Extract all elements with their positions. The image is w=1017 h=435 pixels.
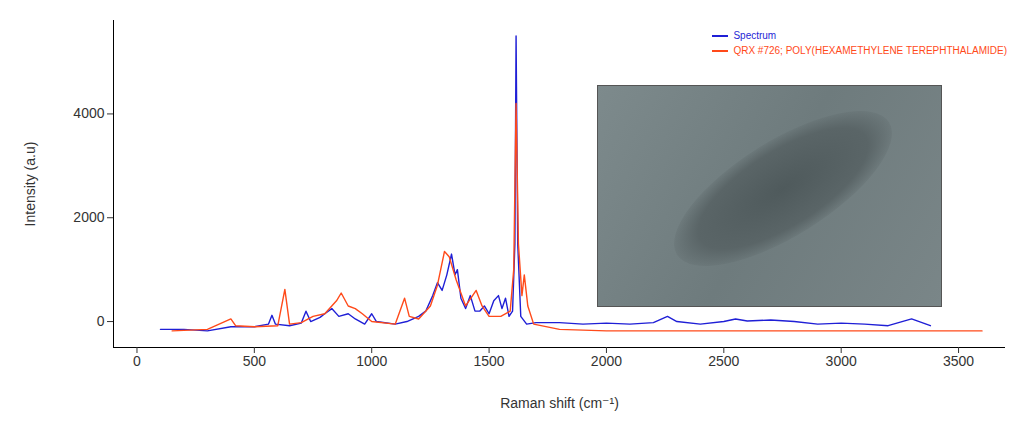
svg-text:500: 500: [243, 353, 267, 369]
svg-text:2000: 2000: [73, 209, 104, 225]
html-text:Spectrum: Spectrum: [733, 30, 777, 41]
svg-text:0: 0: [133, 353, 141, 369]
svg-text:4000: 4000: [73, 105, 104, 121]
svg-text:Raman shift (cm⁻¹): Raman shift (cm⁻¹): [500, 395, 619, 411]
svg-text:0: 0: [97, 313, 105, 329]
svg-text:3500: 3500: [943, 353, 974, 369]
svg-text:Intensity (a.u): Intensity (a.u): [22, 142, 38, 227]
svg-text:1000: 1000: [356, 353, 387, 369]
svg-text:2500: 2500: [708, 353, 739, 369]
svg-text:1500: 1500: [474, 353, 505, 369]
html-text:QRX #726; POLY(HEXAMETHYLENE T: QRX #726; POLY(HEXAMETHYLENE TEREPHTHALA…: [733, 45, 1007, 56]
svg-text:2000: 2000: [591, 353, 622, 369]
svg-text:3000: 3000: [826, 353, 857, 369]
